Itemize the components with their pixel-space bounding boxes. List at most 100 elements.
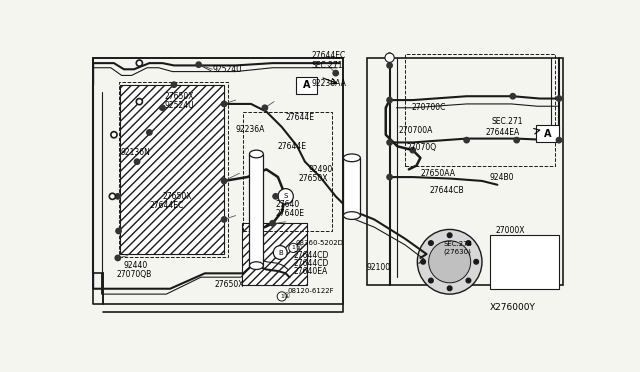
Text: 27000X: 27000X bbox=[496, 227, 525, 235]
Circle shape bbox=[464, 137, 469, 143]
Text: S: S bbox=[284, 193, 288, 199]
Bar bbox=[118, 81, 228, 257]
Text: 92490: 92490 bbox=[308, 165, 333, 174]
Circle shape bbox=[387, 140, 392, 145]
Circle shape bbox=[270, 221, 275, 226]
Text: SEC.271: SEC.271 bbox=[492, 117, 523, 126]
Circle shape bbox=[136, 60, 143, 66]
Text: 924B0: 924B0 bbox=[490, 173, 514, 182]
Circle shape bbox=[333, 70, 339, 76]
Text: 08360-5202D: 08360-5202D bbox=[296, 240, 344, 246]
Text: 92440: 92440 bbox=[124, 261, 148, 270]
Text: 27070Q: 27070Q bbox=[406, 143, 436, 152]
Text: 92524U: 92524U bbox=[212, 65, 242, 74]
Text: 27640: 27640 bbox=[276, 199, 300, 209]
Ellipse shape bbox=[344, 154, 360, 162]
Text: A: A bbox=[544, 129, 551, 139]
Text: SEC.274: SEC.274 bbox=[444, 241, 472, 247]
Circle shape bbox=[466, 241, 471, 246]
Circle shape bbox=[116, 228, 121, 234]
Circle shape bbox=[387, 63, 392, 68]
Ellipse shape bbox=[250, 150, 263, 158]
Circle shape bbox=[221, 217, 227, 222]
Text: 27650X: 27650X bbox=[164, 92, 195, 101]
Text: 27644EC: 27644EC bbox=[149, 201, 184, 210]
Text: 270700C: 270700C bbox=[411, 103, 445, 112]
Text: 1: 1 bbox=[291, 246, 295, 250]
Circle shape bbox=[429, 241, 470, 283]
Text: 27644CB: 27644CB bbox=[429, 186, 464, 195]
Bar bbox=[344, 158, 360, 216]
Circle shape bbox=[196, 62, 202, 67]
Bar bbox=[242, 223, 307, 285]
Circle shape bbox=[115, 255, 120, 261]
Bar bbox=[405, 54, 555, 166]
Circle shape bbox=[417, 230, 482, 294]
Circle shape bbox=[387, 174, 392, 180]
Text: 27644EC: 27644EC bbox=[311, 51, 346, 60]
Text: (27630): (27630) bbox=[444, 248, 472, 255]
Circle shape bbox=[160, 105, 165, 110]
Text: 92136N: 92136N bbox=[120, 148, 150, 157]
Circle shape bbox=[421, 260, 426, 264]
Circle shape bbox=[289, 243, 298, 253]
Text: 27650X: 27650X bbox=[163, 192, 192, 201]
Text: ①: ① bbox=[296, 245, 302, 251]
Text: 27644CD: 27644CD bbox=[293, 259, 329, 268]
Circle shape bbox=[273, 194, 278, 199]
Text: 27644EA: 27644EA bbox=[486, 128, 520, 137]
Text: 27650AA: 27650AA bbox=[420, 169, 456, 178]
Circle shape bbox=[385, 53, 394, 62]
Text: 92236A: 92236A bbox=[236, 125, 265, 134]
Bar bbox=[243, 112, 332, 231]
Circle shape bbox=[429, 241, 433, 246]
Text: 1: 1 bbox=[280, 294, 284, 299]
Circle shape bbox=[387, 53, 392, 58]
Text: B: B bbox=[278, 250, 283, 256]
Circle shape bbox=[410, 147, 415, 153]
Text: 27644E: 27644E bbox=[278, 142, 307, 151]
Text: SEC.271: SEC.271 bbox=[311, 61, 342, 70]
Text: ①: ① bbox=[284, 294, 289, 299]
Ellipse shape bbox=[250, 262, 263, 269]
Circle shape bbox=[514, 137, 519, 143]
Circle shape bbox=[447, 233, 452, 238]
Circle shape bbox=[147, 130, 152, 135]
Circle shape bbox=[115, 194, 120, 199]
Circle shape bbox=[447, 286, 452, 291]
Text: 27640E: 27640E bbox=[276, 209, 305, 218]
Circle shape bbox=[510, 93, 515, 99]
Circle shape bbox=[134, 159, 140, 164]
Text: 92100: 92100 bbox=[367, 263, 390, 272]
Text: 92236AA: 92236AA bbox=[311, 78, 346, 88]
Text: A: A bbox=[303, 80, 310, 90]
Circle shape bbox=[273, 246, 287, 260]
Circle shape bbox=[262, 105, 268, 110]
Circle shape bbox=[429, 278, 433, 283]
Ellipse shape bbox=[344, 212, 360, 219]
Circle shape bbox=[278, 189, 293, 204]
Text: 27644E: 27644E bbox=[285, 112, 315, 122]
Bar bbox=[250, 154, 263, 266]
Circle shape bbox=[556, 96, 562, 101]
Circle shape bbox=[556, 137, 562, 143]
Circle shape bbox=[387, 97, 392, 103]
Bar bbox=[120, 85, 224, 254]
Circle shape bbox=[109, 193, 115, 199]
Circle shape bbox=[277, 292, 287, 301]
Bar bbox=[490, 235, 559, 289]
Circle shape bbox=[136, 99, 143, 105]
Text: 27640EA: 27640EA bbox=[293, 266, 328, 276]
Text: 27650X: 27650X bbox=[214, 280, 244, 289]
Bar bbox=[296, 77, 317, 94]
Text: 92524U: 92524U bbox=[164, 101, 195, 110]
Circle shape bbox=[172, 82, 177, 87]
Circle shape bbox=[474, 260, 479, 264]
Circle shape bbox=[221, 178, 227, 184]
Circle shape bbox=[111, 132, 117, 138]
Text: 08120-6122F: 08120-6122F bbox=[288, 288, 335, 294]
Bar bbox=[536, 125, 559, 142]
Text: 27070QB: 27070QB bbox=[116, 270, 152, 279]
Circle shape bbox=[221, 101, 227, 107]
Text: 270700A: 270700A bbox=[399, 126, 433, 135]
